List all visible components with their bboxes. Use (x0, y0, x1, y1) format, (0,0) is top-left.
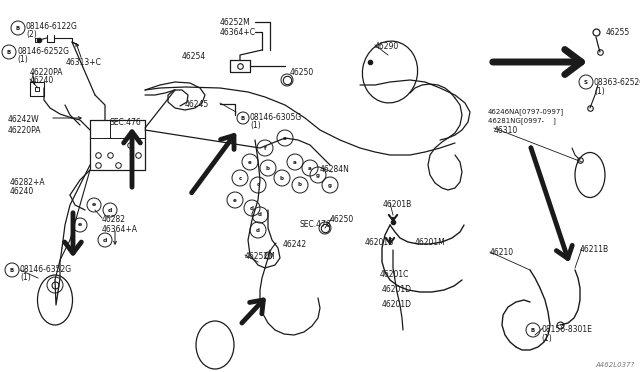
Text: 46240: 46240 (30, 76, 54, 85)
Text: SEC.476: SEC.476 (300, 220, 332, 229)
Text: B: B (7, 49, 11, 55)
Text: d: d (258, 212, 262, 218)
Text: 46364+A: 46364+A (102, 225, 138, 234)
Text: 46282: 46282 (102, 215, 126, 224)
Text: B: B (16, 26, 20, 31)
Text: 46201D: 46201D (382, 300, 412, 309)
Text: 46201B: 46201B (365, 238, 394, 247)
Text: B: B (531, 327, 535, 333)
Text: e: e (248, 160, 252, 164)
Text: 08146-6122G: 08146-6122G (26, 22, 78, 31)
Text: b: b (266, 166, 270, 170)
Text: 46310: 46310 (494, 126, 518, 135)
Text: c: c (238, 176, 242, 180)
Text: 46313+C: 46313+C (66, 58, 102, 67)
Text: a: a (293, 160, 297, 164)
Text: g: g (316, 173, 320, 177)
Text: 46242: 46242 (283, 240, 307, 249)
Text: 46201D: 46201D (382, 285, 412, 294)
Text: e: e (92, 202, 96, 208)
Text: (1): (1) (541, 334, 552, 343)
Text: a: a (283, 135, 287, 141)
Text: d: d (250, 205, 254, 211)
Text: (2): (2) (26, 30, 36, 39)
Text: 46201C: 46201C (380, 270, 410, 279)
Text: 46246NA[0797-0997]: 46246NA[0797-0997] (488, 108, 564, 115)
Text: f: f (264, 145, 266, 151)
Text: 46284N: 46284N (320, 165, 350, 174)
Text: 46201M: 46201M (415, 238, 445, 247)
Text: A462L037?: A462L037? (596, 362, 635, 368)
Text: 46210: 46210 (490, 248, 514, 257)
Text: 08156-8301E: 08156-8301E (541, 325, 592, 334)
Text: 46252M: 46252M (220, 18, 251, 27)
Text: 46255: 46255 (606, 28, 630, 37)
Text: e: e (233, 198, 237, 202)
Text: g: g (328, 183, 332, 187)
Text: S: S (584, 80, 588, 84)
Text: 46254: 46254 (182, 52, 206, 61)
Text: 46240: 46240 (10, 187, 35, 196)
Text: d: d (256, 228, 260, 232)
Text: 46242W: 46242W (8, 115, 40, 124)
Text: (1): (1) (17, 55, 28, 64)
Text: SEC.476: SEC.476 (110, 118, 141, 127)
Text: 46281NG[0997-    ]: 46281NG[0997- ] (488, 117, 556, 124)
Text: 46201B: 46201B (383, 200, 412, 209)
Text: 08146-6252G: 08146-6252G (17, 47, 69, 56)
Text: 46252M: 46252M (245, 252, 276, 261)
Text: 46245: 46245 (185, 100, 209, 109)
Text: b: b (280, 176, 284, 180)
Text: 46211B: 46211B (580, 245, 609, 254)
Text: b: b (298, 183, 302, 187)
Text: (1): (1) (594, 87, 605, 96)
Text: 46290: 46290 (375, 42, 399, 51)
Text: d: d (108, 208, 112, 212)
Text: (1): (1) (20, 273, 31, 282)
Text: 08146-6352G: 08146-6352G (20, 265, 72, 274)
Text: (1): (1) (250, 121, 260, 130)
Text: d: d (103, 237, 107, 243)
Text: a: a (308, 166, 312, 170)
Text: c: c (257, 183, 260, 187)
Text: 08363-6252G: 08363-6252G (594, 78, 640, 87)
Text: B: B (241, 115, 245, 121)
Text: 46220PA: 46220PA (8, 126, 42, 135)
Text: 46220PA: 46220PA (30, 68, 63, 77)
Text: 08146-6305G: 08146-6305G (250, 113, 302, 122)
Text: 46250: 46250 (330, 215, 355, 224)
Text: e: e (78, 222, 82, 228)
Text: 46282+A: 46282+A (10, 178, 45, 187)
Text: 46250: 46250 (290, 68, 314, 77)
Text: 46364+C: 46364+C (220, 28, 256, 37)
Text: B: B (10, 267, 14, 273)
